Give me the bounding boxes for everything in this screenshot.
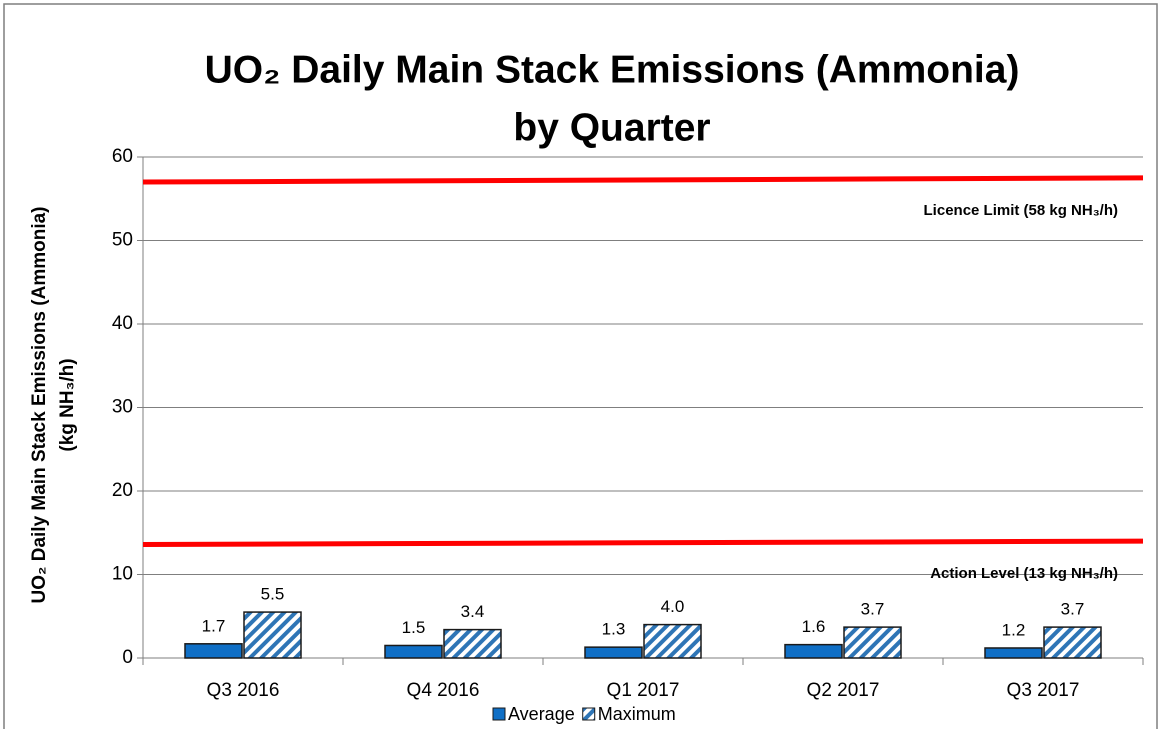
y-axis-label: UO₂ Daily Main Stack Emissions (Ammonia) xyxy=(29,207,50,604)
value-label: 3.7 xyxy=(861,600,885,619)
reference-line xyxy=(142,538,1144,547)
value-label: 1.2 xyxy=(1002,620,1026,639)
x-tick-label: Q3 2016 xyxy=(207,680,280,701)
bar xyxy=(643,623,702,659)
y-tick-label: 40 xyxy=(112,313,133,334)
value-label: 1.5 xyxy=(402,618,426,637)
chart-title: by Quarter xyxy=(513,106,710,149)
chart-title: UO₂ Daily Main Stack Emissions (Ammonia) xyxy=(205,48,1020,91)
bar xyxy=(843,626,902,659)
y-tick-label: 0 xyxy=(122,647,133,668)
value-label: 3.7 xyxy=(1061,600,1085,619)
x-tick-label: Q2 2017 xyxy=(807,680,880,701)
legend-label: Maximum xyxy=(598,704,676,724)
y-tick-label: 50 xyxy=(112,230,133,251)
legend-swatch xyxy=(492,707,506,721)
x-tick-label: Q3 2017 xyxy=(1007,680,1080,701)
value-label: 1.3 xyxy=(602,620,626,639)
legend-label: Average xyxy=(508,704,575,724)
bar xyxy=(984,647,1043,659)
value-label: 4.0 xyxy=(661,597,685,616)
reference-label: Licence Limit (58 kg NH₃/h) xyxy=(924,202,1118,219)
bar xyxy=(784,643,843,659)
bar xyxy=(243,611,302,659)
y-tick-label: 30 xyxy=(112,397,133,418)
legend-swatch xyxy=(582,707,596,721)
x-tick-label: Q1 2017 xyxy=(607,680,680,701)
reference-label: Action Level (13 kg NH₃/h) xyxy=(930,565,1118,582)
y-tick-label: 60 xyxy=(112,146,133,167)
value-label: 5.5 xyxy=(261,585,285,604)
reference-line xyxy=(142,175,1144,185)
bar xyxy=(443,628,502,659)
y-tick-label: 20 xyxy=(112,480,133,501)
value-label: 1.7 xyxy=(202,616,226,635)
y-tick-label: 10 xyxy=(112,564,133,585)
value-label: 3.4 xyxy=(461,602,485,621)
x-tick-label: Q4 2016 xyxy=(407,680,480,701)
bar xyxy=(384,644,443,659)
value-label: 1.6 xyxy=(802,617,826,636)
bar xyxy=(584,646,643,659)
chart-frame xyxy=(3,3,1158,729)
y-axis-label: (kg NH₃/h) xyxy=(57,358,78,451)
bar xyxy=(184,643,243,659)
bar xyxy=(1043,626,1102,659)
